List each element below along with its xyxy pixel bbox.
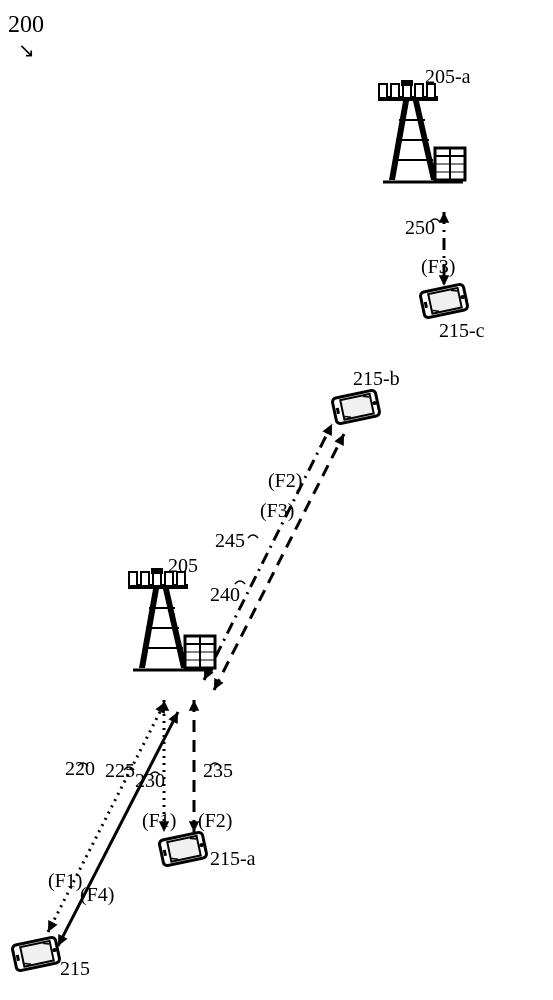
link-ref-label: 235 bbox=[203, 760, 233, 783]
link-ref-label: 240 bbox=[210, 584, 240, 607]
link-ref-label: 250 bbox=[405, 217, 435, 240]
phone-label: 215-a bbox=[210, 848, 256, 871]
phone-label: 215-c bbox=[439, 320, 485, 343]
link-carrier-label: (F1) bbox=[142, 810, 176, 833]
link-carrier-label: (F3) bbox=[260, 500, 294, 523]
ue-phone-icon bbox=[10, 935, 62, 973]
ue-phone-icon bbox=[418, 282, 470, 320]
base-station-icon bbox=[363, 80, 483, 200]
link-carrier-label: (F4) bbox=[80, 884, 114, 907]
link-ref-label: 225 bbox=[105, 760, 135, 783]
tower-label: 205 bbox=[168, 555, 198, 578]
link-ref-label: 245 bbox=[215, 530, 245, 553]
phone-label: 215-b bbox=[353, 368, 400, 391]
link-carrier-label: (F2) bbox=[198, 810, 232, 833]
phone-label: 215 bbox=[60, 958, 90, 981]
ue-phone-icon bbox=[157, 830, 209, 868]
link-ref-label: 230 bbox=[135, 770, 165, 793]
link-carrier-label: (F3) bbox=[421, 256, 455, 279]
link-carrier-label: (F1) bbox=[48, 870, 82, 893]
tower-label: 205-a bbox=[425, 66, 471, 89]
diagram-canvas: 200 ↘ 205205-a215215-a215-b215-c220(F1)2… bbox=[0, 0, 553, 1000]
ue-phone-icon bbox=[330, 388, 382, 426]
link-carrier-label: (F2) bbox=[268, 470, 302, 493]
link-ref-label: 220 bbox=[65, 758, 95, 781]
